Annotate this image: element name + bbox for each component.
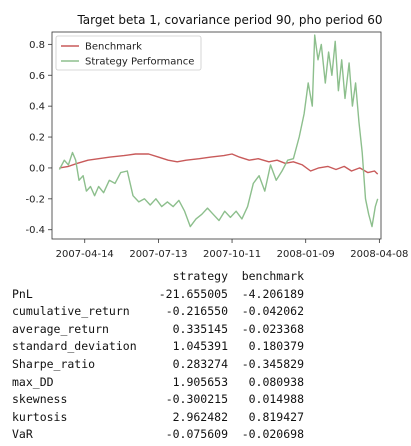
header-benchmark: benchmark — [241, 269, 304, 283]
stats-row-strategy: -21.655005 — [158, 286, 228, 301]
stats-row-benchmark: -0.023368 — [241, 321, 304, 336]
stats-row-benchmark: -0.042062 — [241, 304, 304, 319]
stats-row-label: Sharpe_ratio — [12, 356, 96, 371]
legend-label: Benchmark — [85, 42, 142, 53]
y-tick-label: 0.4 — [29, 102, 45, 113]
stats-row-strategy: 1.045391 — [172, 339, 228, 354]
stats-row-strategy: -0.216550 — [165, 304, 228, 319]
stats-row-benchmark: 0.014988 — [248, 392, 304, 407]
stats-row: cumulative_return -0.216550 -0.042062 — [12, 303, 304, 321]
plot-frame — [51, 31, 382, 240]
stats-row-strategy: -0.075609 — [165, 427, 228, 442]
stats-row-benchmark: 0.080938 — [248, 374, 304, 389]
stats-row-label: kurtosis — [12, 409, 68, 424]
x-tick-label: 2008-01-09 — [277, 249, 335, 260]
y-tick-label: 0.0 — [29, 163, 45, 174]
stats-row-benchmark: -0.345829 — [241, 356, 304, 371]
x-tick-label: 2007-04-14 — [56, 249, 114, 260]
y-tick-label: -0.4 — [25, 225, 45, 236]
series-line-strategy-performance — [58, 34, 379, 228]
stats-row: PnL -21.655005 -4.206189 — [12, 286, 304, 304]
stats-row: Sharpe_ratio 0.283274 -0.345829 — [12, 356, 304, 374]
stats-row: max_DD 1.905653 0.080938 — [12, 374, 304, 392]
stats-row: standard_deviation 1.045391 0.180379 — [12, 338, 304, 356]
plot-area — [58, 34, 379, 228]
stats-row-strategy: 1.905653 — [172, 374, 228, 389]
performance-chart: Target beta 1, covariance period 90, pho… — [25, 13, 408, 260]
stats-table: strategy benchmark PnL -21.655005 -4.20618… — [12, 268, 304, 444]
stats-row-label: cumulative_return — [12, 304, 130, 319]
y-tick-label: -0.2 — [25, 194, 45, 205]
y-tick-label: 0.2 — [29, 133, 45, 144]
stats-row: average_return 0.335145 -0.023368 — [12, 321, 304, 339]
stats-row: VaR -0.075609 -0.020698 — [12, 426, 304, 444]
stats-header-row: strategy benchmark — [12, 268, 304, 286]
stats-row: kurtosis 2.962482 0.819427 — [12, 409, 304, 427]
series-line-benchmark — [59, 153, 379, 175]
legend: Benchmark Strategy Performance — [55, 35, 202, 71]
y-tick-label: 0.8 — [29, 40, 45, 51]
header-strategy: strategy — [172, 269, 228, 283]
stats-row-label: average_return — [12, 321, 109, 336]
stats-row-label: skewness — [12, 392, 68, 407]
stats-row-benchmark: -4.206189 — [241, 286, 304, 301]
stats-row-benchmark: 0.819427 — [248, 409, 304, 424]
stats-row-benchmark: 0.180379 — [248, 339, 304, 354]
stats-row-label: standard_deviation — [12, 339, 137, 354]
stats-row-strategy: -0.300215 — [165, 392, 228, 407]
y-tick-label: 0.6 — [29, 71, 45, 82]
stats-row: skewness -0.300215 0.014988 — [12, 391, 304, 409]
stats-row-benchmark: -0.020698 — [241, 427, 304, 442]
x-tick-label: 2008-04-08 — [350, 249, 408, 260]
stats-row-label: VaR — [12, 427, 33, 442]
stats-row-strategy: 0.283274 — [172, 356, 228, 371]
stats-row-strategy: 2.962482 — [172, 409, 228, 424]
chart-title: Target beta 1, covariance period 90, pho… — [76, 13, 382, 27]
legend-label: Strategy Performance — [85, 57, 194, 68]
x-tick-label: 2007-07-13 — [129, 249, 187, 260]
x-tick-label: 2007-10-11 — [203, 249, 261, 260]
legend-box — [55, 35, 202, 71]
stats-row-label: PnL — [12, 286, 33, 301]
stats-row-label: max_DD — [12, 374, 54, 389]
axes: -0.4 -0.2 0.0 0.2 0.4 0.6 0.8 2007-04-14 2007-07… — [25, 31, 408, 260]
stats-row-strategy: 0.335145 — [172, 321, 228, 336]
